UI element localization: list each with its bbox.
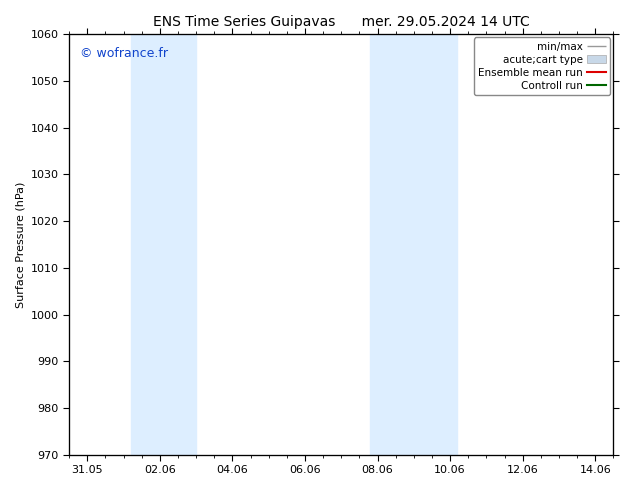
- Y-axis label: Surface Pressure (hPa): Surface Pressure (hPa): [15, 181, 25, 308]
- Bar: [370, 34, 457, 455]
- Legend: min/max, acute;cart type, Ensemble mean run, Controll run: min/max, acute;cart type, Ensemble mean …: [474, 37, 611, 95]
- Bar: [131, 34, 196, 455]
- Title: ENS Time Series Guipavas      mer. 29.05.2024 14 UTC: ENS Time Series Guipavas mer. 29.05.2024…: [153, 15, 529, 29]
- Text: © wofrance.fr: © wofrance.fr: [80, 47, 168, 60]
